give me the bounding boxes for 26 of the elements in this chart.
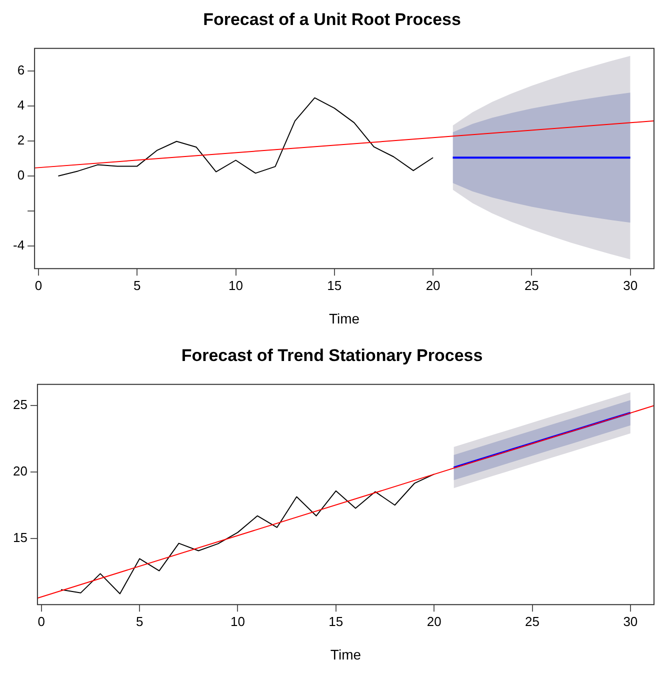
x-tick-label: 30 — [623, 278, 638, 293]
chart-title: Forecast of a Unit Root Process — [203, 10, 461, 29]
y-tick-label: 20 — [12, 464, 28, 479]
x-tick-label: 15 — [327, 278, 342, 293]
x-tick-label: 25 — [525, 614, 540, 629]
x-tick-label: 0 — [38, 614, 46, 629]
y-tick-label: 15 — [12, 530, 28, 545]
x-tick-label: 5 — [136, 614, 144, 629]
x-tick-label: 30 — [623, 614, 638, 629]
x-tick-label: 15 — [328, 614, 344, 629]
x-axis-title: Time — [328, 310, 360, 326]
y-tick-label: 6 — [17, 62, 25, 78]
chart-title: Forecast of Trend Stationary Process — [181, 346, 483, 365]
x-axis-title: Time — [330, 646, 362, 662]
y-tick-label: 25 — [12, 397, 28, 412]
x-tick-label: 20 — [426, 278, 440, 293]
x-tick-label: 10 — [230, 614, 245, 629]
x-tick-label: 10 — [228, 278, 244, 293]
y-tick-label: -4 — [12, 237, 25, 252]
x-tick-label: 5 — [134, 278, 141, 293]
x-tick-label: 20 — [426, 614, 442, 629]
y-tick-label: 4 — [17, 98, 25, 113]
x-tick-label: 25 — [524, 278, 539, 293]
x-tick-label: 0 — [34, 278, 42, 293]
y-tick-label: 2 — [17, 132, 25, 148]
y-tick-label: 0 — [17, 168, 25, 183]
